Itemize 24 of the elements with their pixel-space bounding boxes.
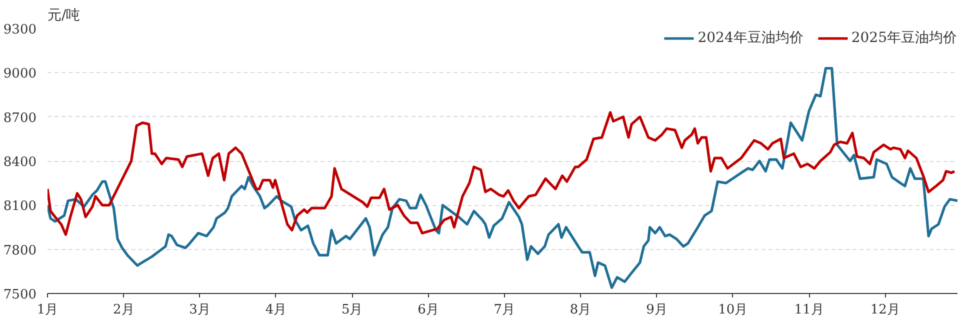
y-tick-label: 8400 [3, 155, 37, 170]
x-tick-label: 11月 [794, 302, 824, 318]
x-tick-label: 8月 [570, 302, 592, 318]
y-tick-label: 8100 [3, 199, 37, 214]
y-tick-label: 7800 [3, 243, 37, 258]
y-tick-label: 7500 [3, 288, 37, 302]
x-tick-label: 10月 [718, 302, 748, 318]
x-tick-label: 2月 [113, 302, 134, 318]
y-tick-label: 9000 [3, 66, 37, 82]
x-tick-label: 7月 [494, 302, 516, 318]
x-tick-label: 9月 [646, 302, 668, 318]
x-tick-label: 6月 [418, 302, 439, 318]
x-tick-label: 4月 [265, 302, 287, 318]
y-axis-title: 元/吨 [48, 8, 80, 24]
x-tick-label: 5月 [341, 302, 363, 318]
y-tick-label: 8700 [3, 110, 37, 126]
x-tick-label: 1月 [36, 302, 58, 318]
x-tick-label: 3月 [189, 302, 210, 318]
line-series [48, 111, 956, 236]
legend-label: 2025年豆油均价 [851, 29, 957, 47]
line-series [48, 66, 958, 289]
x-tick-label: 12月 [870, 302, 900, 318]
y-tick-label: 9300 [3, 22, 37, 38]
legend-label: 2024年豆油均价 [698, 29, 804, 47]
